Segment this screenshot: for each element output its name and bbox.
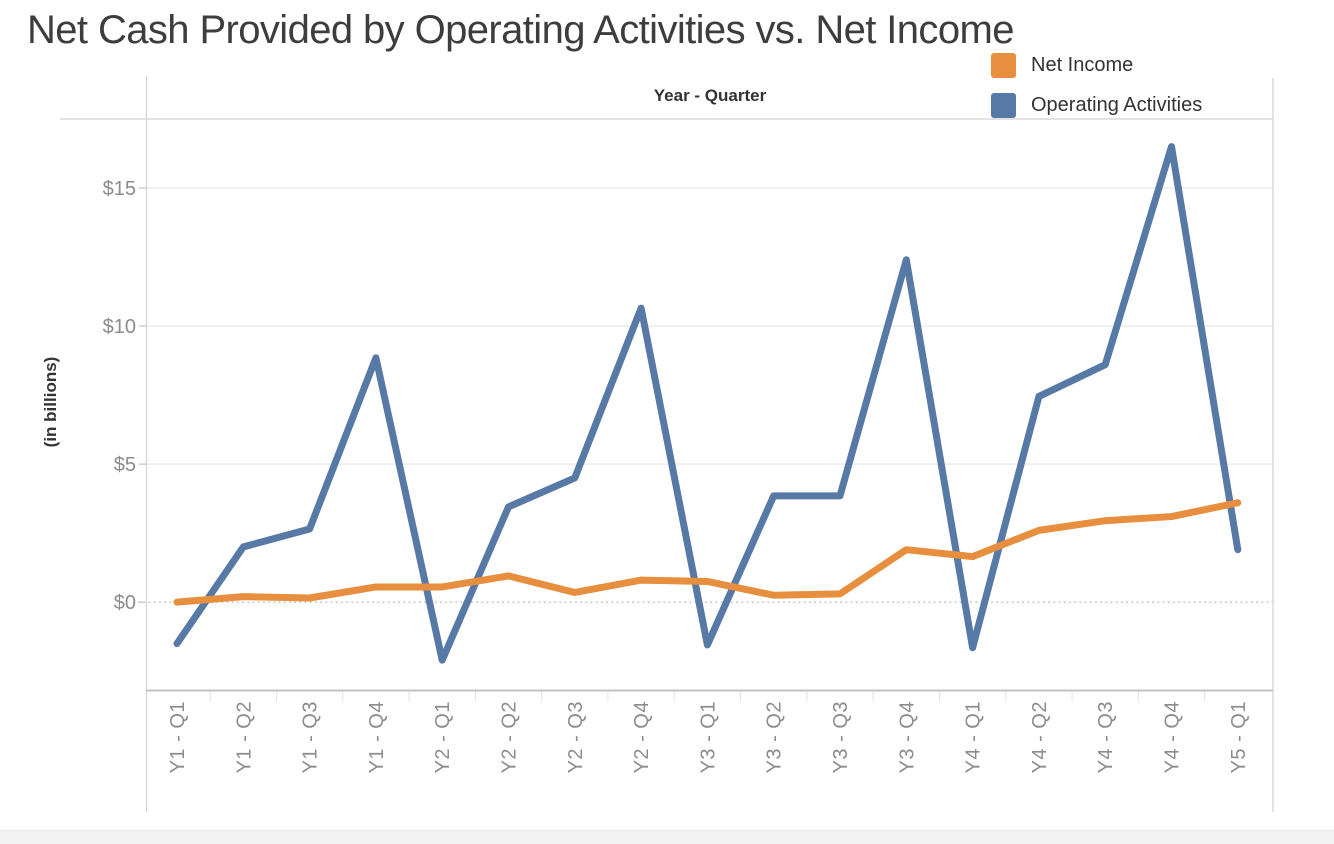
x-tick-label: Y1 - Q3 — [300, 701, 322, 773]
horizontal-scrollbar[interactable] — [0, 830, 1334, 844]
data-point — [572, 475, 578, 481]
data-point — [174, 599, 180, 605]
data-point — [240, 544, 247, 550]
data-point — [770, 493, 777, 499]
data-point — [373, 584, 379, 590]
legend-label: Operating Activities — [1031, 93, 1203, 116]
y-tick-label: $10 — [103, 316, 136, 338]
data-point — [1102, 361, 1108, 368]
data-point — [1102, 517, 1108, 524]
data-point — [306, 526, 313, 532]
data-point — [770, 592, 777, 599]
data-point — [704, 578, 711, 585]
data-point — [439, 584, 446, 590]
legend-item-net-income[interactable]: Net Income — [991, 52, 1202, 78]
data-point — [1168, 143, 1175, 150]
x-tick-label: Y5 - Q1 — [1228, 701, 1250, 773]
x-tick-label: Y3 - Q3 — [830, 701, 852, 773]
data-point — [505, 573, 512, 579]
data-point — [837, 493, 843, 499]
data-point — [1235, 499, 1241, 506]
chart-title: Net Cash Provided by Operating Activitie… — [27, 8, 1014, 52]
data-point — [1036, 393, 1042, 400]
y-tick-label: $5 — [114, 454, 136, 476]
data-point — [638, 577, 644, 583]
series-operating-activities[interactable] — [173, 143, 1242, 664]
x-axis-title: Year - Quarter — [653, 86, 767, 105]
data-point — [1168, 513, 1175, 520]
x-axis-labels: Y1 - Q1 Y1 - Q2 Y1 - Q3 Y1 - Q4 Y2 - Q1 Y2 - … — [167, 701, 1250, 773]
data-point — [505, 504, 512, 510]
x-tick-label: Y4 - Q3 — [1095, 701, 1117, 773]
x-tick-label: Y2 - Q2 — [499, 701, 521, 773]
x-tick-label: Y1 - Q2 — [233, 701, 255, 773]
legend: Net Income Operating Activities — [991, 52, 1202, 132]
data-point — [638, 305, 644, 311]
data-point — [903, 546, 910, 553]
x-tick-label: Y1 - Q4 — [366, 701, 388, 773]
x-tick-label: Y2 - Q1 — [432, 701, 454, 773]
gridlines — [146, 187, 1273, 465]
data-point — [969, 553, 976, 560]
x-tick-label: Y2 - Q3 — [565, 701, 587, 773]
x-tick-label: Y4 - Q1 — [963, 701, 985, 773]
data-point — [306, 595, 313, 601]
y-axis: $0 $5 $10 $15 — [103, 178, 147, 614]
data-point — [969, 644, 976, 651]
x-tick-label: Y3 - Q2 — [764, 701, 786, 773]
data-point — [1036, 527, 1042, 534]
data-point — [439, 657, 446, 663]
operating-activities-swatch-icon — [991, 92, 1016, 118]
x-tick-label: Y4 - Q4 — [1162, 701, 1184, 773]
net-income-swatch-icon — [991, 52, 1016, 78]
axis-borders — [60, 76, 1274, 812]
x-tick-label: Y3 - Q1 — [697, 701, 719, 773]
legend-label: Net Income — [1031, 53, 1134, 76]
data-point — [240, 593, 247, 600]
x-tick-label: Y4 - Q2 — [1029, 701, 1051, 773]
data-point — [174, 640, 180, 647]
x-tick-label: Y2 - Q4 — [631, 701, 653, 773]
y-tick-label: $0 — [114, 592, 136, 614]
data-point — [1235, 546, 1241, 553]
data-point — [572, 589, 578, 596]
series-net-income[interactable] — [173, 499, 1242, 606]
data-point — [373, 355, 379, 361]
data-point — [903, 257, 910, 263]
x-tick-label: Y3 - Q4 — [896, 701, 918, 773]
x-axis-ticks — [209, 691, 1206, 702]
legend-item-operating-activities[interactable]: Operating Activities — [991, 92, 1202, 118]
x-tick-label: Y1 - Q1 — [167, 701, 189, 773]
data-point — [704, 642, 711, 648]
y-tick-label: $15 — [103, 178, 136, 200]
data-point — [837, 591, 843, 597]
